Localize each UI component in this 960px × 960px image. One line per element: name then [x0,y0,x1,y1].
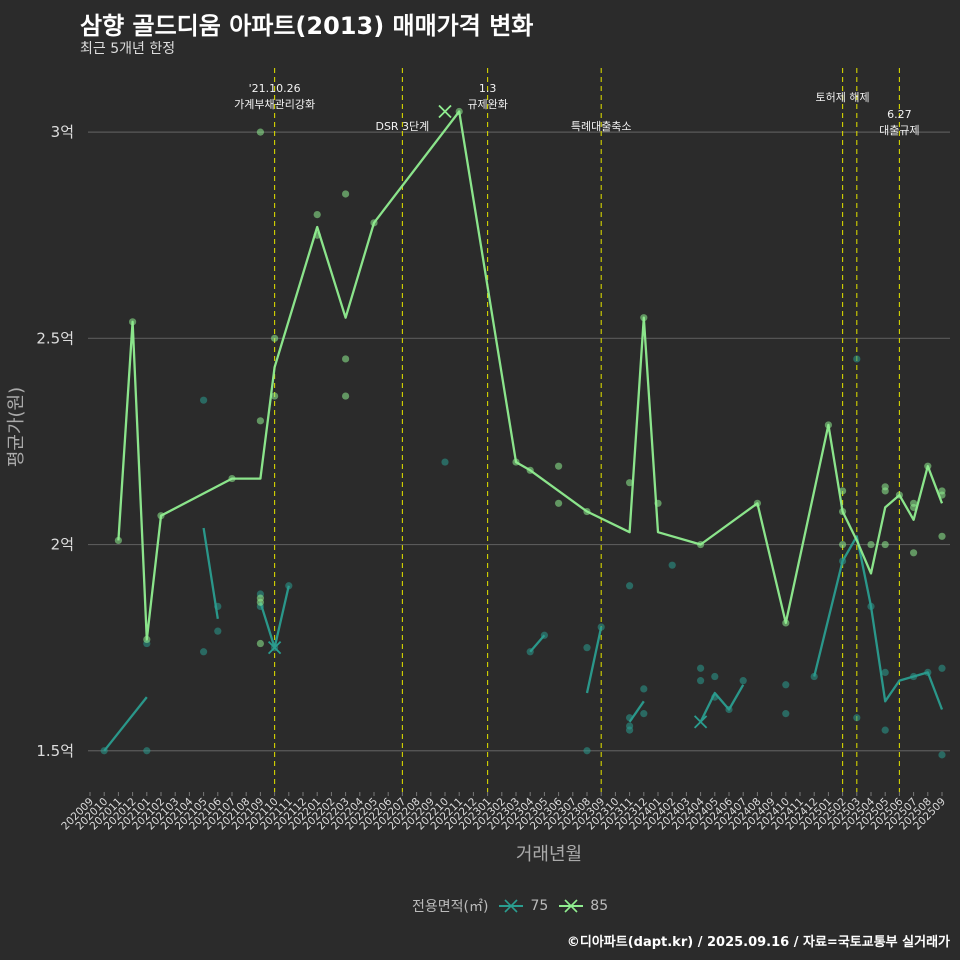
event-annotation-0-1: 가계부채관리강화 [234,98,315,111]
series-75-line-6 [699,684,745,723]
series-75-point-3 [200,396,208,404]
chart-title: 삼향 골드디움 아파트(2013) 매매가격 변화 [80,12,534,40]
legend-label-75: 75 [530,898,549,914]
event-annotation-0-0: '21.10.26 [249,82,301,95]
y-tick-label-1: 2억 [51,536,74,554]
series-75-point-37 [881,668,889,676]
series-75-x-marker-1 [693,715,708,729]
series-75-line-4 [585,626,603,694]
series-75-point-10 [285,582,293,590]
series-75-point-17 [626,582,634,590]
series-75-line-5 [628,700,645,723]
event-annotation-2-0: 1.3 [479,82,497,95]
legend-key-75 [499,899,524,913]
series-85-point-33 [839,540,847,549]
series-85-point-9 [256,639,264,648]
series-85-point-34 [867,540,875,549]
event-annotation-2-1: 규제완화 [467,98,507,111]
series-85-point-12 [313,210,321,219]
series-85-line-0 [117,110,944,641]
series-75-point-34 [853,355,861,363]
series-85-point-16 [342,392,350,400]
series-85-x-marker-0 [438,104,452,119]
series-85-point-11 [271,392,279,400]
series-75-point-38 [881,726,889,734]
series-75-point-4 [200,648,208,656]
y-tick-label-3: 3억 [51,123,74,141]
series-75-line-3 [529,634,546,653]
x-axis-title: 거래년월 [516,844,582,865]
series-85-point-41 [910,549,918,557]
x-marker-stroke-b [267,641,282,655]
series-85-point-6 [256,417,264,425]
series-75-point-11 [441,458,449,466]
series-75-point-23 [668,561,676,569]
y-axis-title: 평균가(원) [6,387,27,467]
series-75-point-29 [739,677,747,685]
legend-key-85 [559,899,584,913]
x-marker-stroke-b [693,715,708,729]
series-85-point-31 [839,487,847,495]
legend: 전용면적(㎡) 75 85 [412,896,608,916]
series-75-point-21 [640,710,648,718]
series-85-point-21 [555,462,563,470]
series-75-point-42 [938,751,946,759]
legend-title: 전용면적(㎡) [412,899,489,915]
series-75-line-0 [103,696,148,752]
series-75-point-32 [810,672,818,681]
series-75-point-31 [782,710,790,718]
series-75-point-24 [697,664,705,672]
event-annotation-3-0: 특례대출축소 [571,120,632,133]
source-caption: ©디아파트(dapt.kr) / 2025.09.16 / 자료=국토교통부 실… [566,935,950,950]
series-75-x-marker-0 [267,641,282,655]
series-75-point-2 [143,747,151,755]
series-85-point-15 [342,355,350,363]
series-75-point-26 [711,672,719,681]
legend-item-85: 85 [558,898,608,914]
series-75-point-30 [782,681,790,689]
series-85-point-45 [938,532,946,540]
event-annotation-1-0: DSR 3단계 [375,120,429,133]
series-85-point-22 [555,499,563,507]
series-75-line-7 [813,535,944,710]
x-marker-stroke-b [438,104,452,119]
event-annotation-6-1: 대출규제 [879,124,919,137]
series-75-point-14 [583,644,591,652]
y-tick-label-0: 1.5억 [36,742,74,760]
series-85-point-37 [881,540,889,549]
series-85-point-10 [271,334,279,342]
legend-item-75: 75 [498,898,548,914]
series-75-point-35 [853,714,861,722]
series-85-point-8 [256,598,264,606]
series-75-point-22 [640,685,648,693]
series-75-point-6 [214,627,222,635]
series-85-point-24 [626,479,634,487]
series-75-point-20 [626,726,634,734]
event-annotation-4-0: 토허제 해제 [816,90,870,104]
series-75-point-41 [938,664,946,672]
y-tick-label-2: 2.5억 [36,329,74,347]
series-75-line-1 [202,527,219,619]
event-annotation-6-0: 6.27 [887,108,912,121]
series-75-point-15 [583,747,591,755]
series-85-point-14 [342,190,350,198]
series-75-point-25 [697,677,705,685]
series-85-point-0 [114,536,122,545]
legend-label-85: 85 [590,898,609,914]
series-85-point-36 [881,487,889,495]
chart-subtitle: 최근 5개년 한정 [80,41,176,57]
series-85-point-5 [256,128,264,136]
